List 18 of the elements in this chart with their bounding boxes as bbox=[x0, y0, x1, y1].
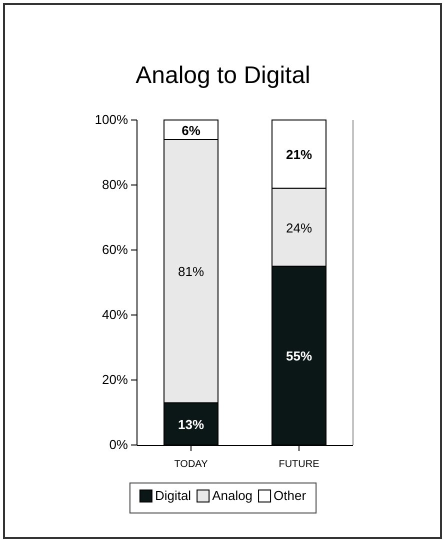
data-label: 6% bbox=[182, 122, 201, 138]
data-label: 21% bbox=[286, 147, 312, 162]
data-label: 55% bbox=[286, 348, 312, 364]
data-label: 81% bbox=[178, 264, 204, 280]
x-tick-label: FUTURE bbox=[278, 459, 320, 470]
y-tick-label: 0% bbox=[109, 437, 128, 452]
legend-label: Digital bbox=[154, 488, 192, 503]
y-tick-label: 60% bbox=[102, 242, 128, 258]
x-tick-label: TODAY bbox=[174, 459, 208, 470]
y-tick-label: 20% bbox=[102, 372, 128, 388]
y-tick-label: 40% bbox=[102, 307, 128, 322]
data-label: 24% bbox=[286, 220, 312, 236]
y-tick-label: 80% bbox=[102, 177, 128, 192]
chart-title: Analog to Digital bbox=[136, 62, 310, 89]
data-label: 13% bbox=[178, 416, 204, 432]
legend-label: Other bbox=[274, 488, 307, 503]
legend-label: Analog bbox=[212, 488, 253, 503]
y-tick-label: 100% bbox=[94, 112, 128, 128]
